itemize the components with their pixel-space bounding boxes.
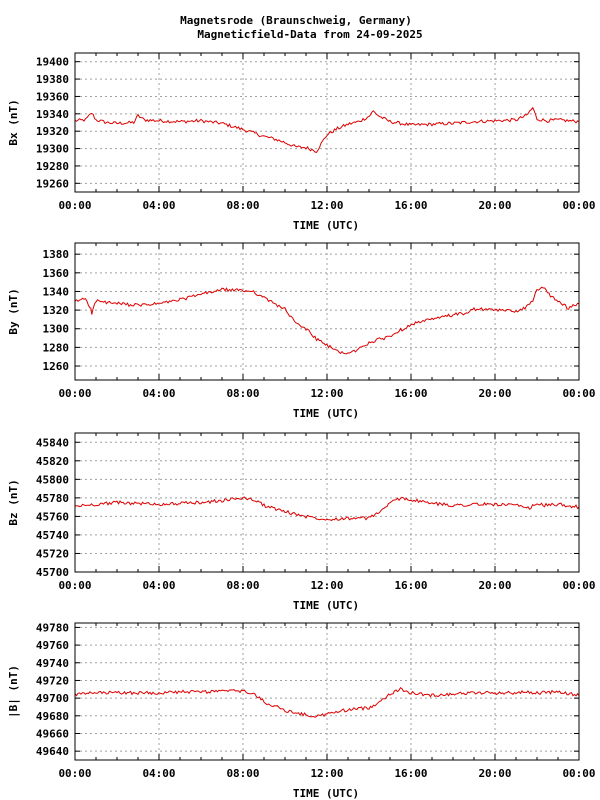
series-line — [74, 686, 580, 718]
panel-1: 19260 19280 19300 19320 19340 19360 19380 19400… — [7, 52, 596, 232]
y-tick-label: 1360 — [43, 267, 70, 280]
y-tick-label: 1340 — [43, 285, 70, 298]
plot-frame — [74, 432, 580, 573]
x-tick-label: 04:00 — [142, 767, 175, 780]
y-tick-label: 49780 — [36, 621, 69, 634]
y-axis-label: By (nT) — [7, 288, 20, 334]
x-tick-label: 12:00 — [310, 387, 343, 400]
x-tick-label: 00:00 — [58, 199, 91, 212]
x-tick-label: 20:00 — [478, 387, 511, 400]
x-tick-label: 00:00 — [562, 579, 595, 592]
series-line — [74, 286, 580, 355]
y-tick-label: 19380 — [36, 73, 69, 86]
y-tick-label: 49640 — [36, 745, 69, 758]
y-tick-label: 19320 — [36, 125, 69, 138]
y-tick-label: 19280 — [36, 160, 69, 173]
y-tick-label: 45800 — [36, 473, 69, 486]
x-tick-label: 00:00 — [58, 387, 91, 400]
plot-frame — [74, 52, 580, 193]
plot-frame — [74, 242, 580, 381]
x-tick-label: 12:00 — [310, 579, 343, 592]
y-tick-label: 19340 — [36, 108, 69, 121]
x-axis-label: TIME (UTC) — [293, 219, 359, 232]
plot-frame — [74, 622, 580, 761]
x-tick-label: 20:00 — [478, 767, 511, 780]
x-tick-label: 20:00 — [478, 579, 511, 592]
y-tick-label: 45760 — [36, 510, 69, 523]
x-tick-label: 08:00 — [226, 199, 259, 212]
y-tick-label: 45700 — [36, 566, 69, 579]
panel-4: 49640 49660 49680 49700 49720 49740 49760 49780… — [7, 621, 596, 800]
y-tick-label: 45840 — [36, 436, 69, 449]
x-tick-label: 04:00 — [142, 387, 175, 400]
x-axis-label: TIME (UTC) — [293, 599, 359, 612]
y-tick-label: 1300 — [43, 323, 70, 336]
x-tick-label: 08:00 — [226, 387, 259, 400]
x-tick-label: 16:00 — [394, 199, 427, 212]
y-tick-label: 19400 — [36, 56, 69, 69]
x-tick-label: 08:00 — [226, 579, 259, 592]
y-tick-label: 19260 — [36, 177, 69, 190]
y-tick-label: 45780 — [36, 492, 69, 505]
x-tick-label: 12:00 — [310, 199, 343, 212]
y-tick-label: 1280 — [43, 341, 70, 354]
y-axis-label: Bz (nT) — [7, 479, 20, 525]
y-tick-label: 45820 — [36, 455, 69, 468]
y-tick-label: 45740 — [36, 529, 69, 542]
x-tick-label: 00:00 — [58, 767, 91, 780]
y-axis-label: |B| (nT) — [7, 665, 20, 718]
chart-title-line1: Magnetsrode (Braunschweig, Germany) — [180, 14, 412, 27]
x-tick-label: 16:00 — [394, 767, 427, 780]
x-axis-label: TIME (UTC) — [293, 787, 359, 800]
x-tick-label: 00:00 — [58, 579, 91, 592]
x-tick-label: 00:00 — [562, 387, 595, 400]
y-tick-label: 1260 — [43, 360, 70, 373]
y-tick-label: 45720 — [36, 547, 69, 560]
y-tick-label: 49660 — [36, 727, 69, 740]
x-tick-label: 16:00 — [394, 387, 427, 400]
x-tick-label: 00:00 — [562, 767, 595, 780]
y-tick-label: 49740 — [36, 657, 69, 670]
chart-title-line2: Magneticfield-Data from 24-09-2025 — [197, 28, 422, 41]
y-tick-label: 49700 — [36, 692, 69, 705]
x-tick-label: 16:00 — [394, 579, 427, 592]
panel-2: 1260 1280 1300 1320 1340 1360 1380 00:00 04:00 08… — [7, 242, 596, 420]
y-tick-label: 49720 — [36, 674, 69, 687]
x-tick-label: 04:00 — [142, 579, 175, 592]
panel-3: 45700 45720 45740 45760 45780 45800 45820 45840… — [7, 432, 596, 612]
y-axis-label: Bx (nT) — [7, 99, 20, 145]
x-tick-label: 00:00 — [562, 199, 595, 212]
x-tick-label: 08:00 — [226, 767, 259, 780]
series-line — [74, 106, 580, 153]
x-tick-label: 12:00 — [310, 767, 343, 780]
x-tick-label: 20:00 — [478, 199, 511, 212]
y-tick-label: 49760 — [36, 639, 69, 652]
x-tick-label: 04:00 — [142, 199, 175, 212]
y-tick-label: 1320 — [43, 304, 70, 317]
x-axis-label: TIME (UTC) — [293, 407, 359, 420]
y-tick-label: 19300 — [36, 143, 69, 156]
y-tick-label: 49680 — [36, 710, 69, 723]
y-tick-label: 19360 — [36, 90, 69, 103]
series-line — [74, 496, 580, 522]
y-tick-label: 1380 — [43, 248, 70, 261]
